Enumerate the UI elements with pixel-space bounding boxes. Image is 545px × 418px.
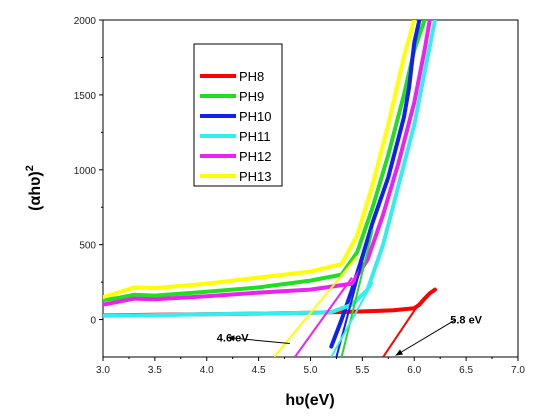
legend-label-ph10: PH10	[239, 109, 272, 124]
fit-lines-layer	[273, 229, 421, 357]
y-tick-label: 1500	[74, 91, 97, 102]
y-axis-title-superscript: 2	[24, 165, 36, 171]
y-tick-label: 500	[79, 241, 96, 252]
x-axis-title: hʋ(eV)	[285, 392, 334, 409]
x-axis: 3.0 3.5 4.0 4.5 5.0 5.5 6.0 6.5 7.0	[96, 357, 525, 376]
series-line-ph9	[103, 20, 427, 303]
legend-label-ph9: PH9	[239, 89, 264, 104]
x-tick-label: 3.5	[148, 365, 162, 376]
legend-label-ph11: PH11	[239, 129, 271, 144]
x-tick-label: 6.0	[407, 365, 421, 376]
fit-line	[330, 281, 374, 357]
annotations-layer: 4.6 eV 5.8 eV	[217, 315, 483, 356]
plot-frame	[102, 19, 519, 358]
series-line-ph13	[103, 20, 417, 300]
y-tick-label: 2000	[74, 16, 97, 27]
x-tick-label: 5.0	[304, 365, 318, 376]
legend-label-ph8: PH8	[239, 69, 264, 84]
fit-line	[273, 256, 358, 357]
series-line-ph11	[103, 20, 437, 318]
annotation-arrow	[395, 319, 457, 356]
y-axis-title: (αhʋ)	[27, 171, 44, 211]
fit-line	[294, 277, 353, 357]
x-tick-label: 5.5	[355, 365, 369, 376]
fit-line	[382, 302, 421, 357]
x-tick-label: 7.0	[511, 365, 525, 376]
y-tick-label: 1000	[74, 166, 97, 177]
series-line-ph10	[329, 20, 422, 349]
y-tick-label: 0	[90, 316, 96, 327]
fit-line	[340, 229, 374, 357]
x-tick-label: 4.0	[200, 365, 214, 376]
legend-label-ph12: PH12	[239, 149, 272, 164]
svg-text:(αhʋ)2: (αhʋ)2	[24, 165, 44, 211]
y-axis: 0 500 1000 1500 2000	[74, 16, 103, 327]
x-tick-label: 4.5	[252, 365, 266, 376]
annotation-label: 5.8 eV	[450, 315, 482, 327]
x-tick-label: 3.0	[96, 365, 110, 376]
annotation-arrow	[227, 335, 290, 345]
y-axis-title-group: (αhʋ)2	[24, 165, 44, 211]
legend-label-ph13: PH13	[239, 169, 272, 184]
annotation-label: 4.6 eV	[217, 333, 249, 345]
legend: PH8 PH9 PH10 PH11 PH12 PH13	[193, 43, 283, 187]
x-tick-label: 6.5	[459, 365, 473, 376]
